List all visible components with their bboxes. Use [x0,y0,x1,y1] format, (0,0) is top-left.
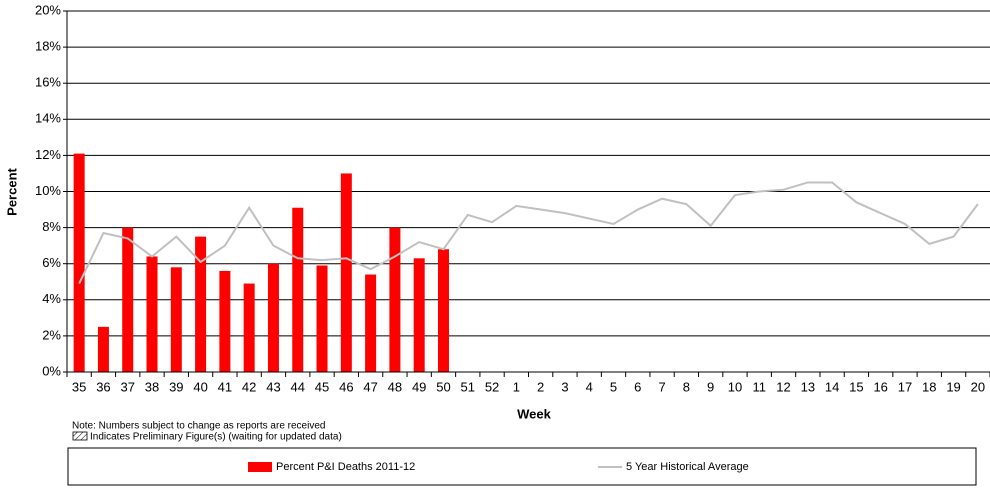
x-tick-label: 4 [586,379,593,394]
legend [67,447,977,486]
y-tick-label: 4% [42,291,61,306]
x-tick-label: 52 [485,379,499,394]
legend-swatch [248,462,272,472]
x-tick-label: 36 [96,379,110,394]
x-tick-label: 2 [537,379,544,394]
legend-label: 5 Year Historical Average [626,461,749,473]
bar [437,249,449,372]
x-tick-label: 42 [242,379,256,394]
y-tick-label: 0% [42,363,61,378]
x-tick-label: 51 [461,379,475,394]
note: Note: Numbers subject to change as repor… [72,421,325,432]
x-tick-label: 40 [193,379,207,394]
x-tick-label: 19 [946,379,960,394]
legend-label: Percent P&I Deaths 2011-12 [276,461,415,473]
x-tick-label: 11 [753,379,767,394]
y-tick-label: 12% [35,147,61,162]
x-tick-label: 49 [412,379,426,394]
bar [340,173,352,372]
y-tick-label: 10% [35,183,61,198]
x-tick-label: 45 [315,379,329,394]
note: Indicates Preliminary Figure(s) (waiting… [90,432,342,443]
bar [73,153,85,372]
x-tick-label: 17 [898,379,912,394]
x-tick-label: 1 [513,379,520,394]
x-tick-label: 16 [873,379,887,394]
x-tick-label: 3 [561,379,568,394]
y-tick-label: 16% [35,75,61,90]
bar [267,263,279,372]
bar [122,227,134,372]
x-tick-label: 18 [922,379,936,394]
hatch-icon [72,431,88,441]
x-tick-label: 7 [658,379,665,394]
x-tick-label: 41 [218,379,232,394]
y-tick-label: 8% [42,219,61,234]
y-tick-label: 20% [35,2,61,17]
x-tick-label: 12 [776,379,790,394]
x-tick-label: 38 [145,379,159,394]
bar [170,267,182,372]
y-tick-label: 2% [42,327,61,342]
x-tick-label: 20 [971,379,985,394]
line [78,181,979,284]
x-tick-label: 37 [120,379,134,394]
x-tick-label: 8 [683,379,690,394]
y-axis-label: Percent [4,167,19,215]
bar [413,258,425,372]
x-tick-label: 43 [266,379,280,394]
x-tick-label: 10 [728,379,742,394]
x-tick-label: 46 [339,379,353,394]
x-tick-label: 39 [169,379,183,394]
bar [389,227,401,372]
x-tick-label: 44 [291,379,305,394]
bar [243,283,255,372]
x-axis-label: Week [517,406,551,421]
x-tick-label: 35 [72,379,86,394]
bar [292,207,304,372]
y-tick-label: 6% [42,255,61,270]
x-tick-label: 13 [801,379,815,394]
x-tick-label: 48 [388,379,402,394]
x-tick-label: 5 [610,379,617,394]
x-tick-label: 6 [634,379,641,394]
x-tick-label: 9 [707,379,714,394]
bar [97,326,109,372]
bar [146,256,158,372]
y-tick-label: 14% [35,111,61,126]
x-tick-label: 50 [436,379,450,394]
bar [195,236,207,372]
bar [316,265,328,372]
x-tick-label: 14 [825,379,839,394]
y-tick-label: 18% [35,39,61,54]
bar [365,274,377,372]
x-tick-label: 15 [849,379,863,394]
x-tick-label: 47 [363,379,377,394]
bar [219,270,231,372]
